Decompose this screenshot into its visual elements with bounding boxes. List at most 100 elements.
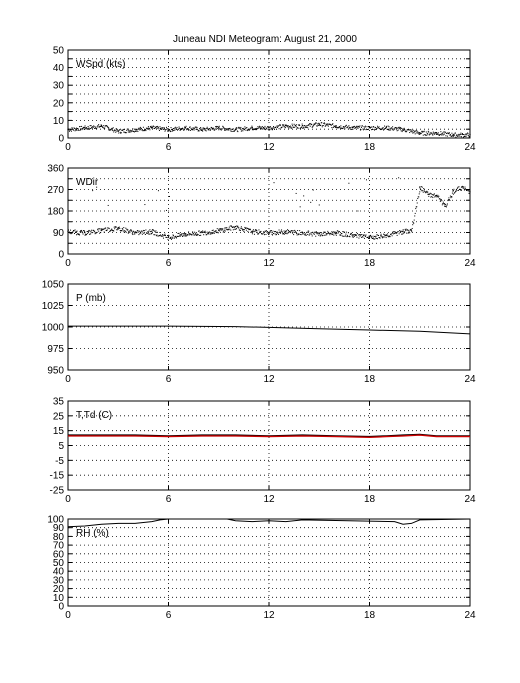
- wspd-data-point: [346, 126, 348, 128]
- wdir-data-point: [402, 233, 404, 235]
- wdir-data-point: [109, 231, 111, 233]
- wdir-data-point: [457, 189, 459, 191]
- wspd-data-point: [451, 135, 453, 137]
- wdir-data-point: [99, 232, 101, 234]
- wdir-data-point: [346, 234, 348, 236]
- wdir-data-marker: [184, 232, 186, 235]
- wdir-data-point: [68, 231, 70, 233]
- wdir-data-point: [428, 195, 430, 197]
- wdir-data-point: [96, 231, 98, 233]
- wspd-data-point: [285, 127, 287, 129]
- wspd-data-point: [256, 128, 258, 130]
- wdir-data-point: [354, 234, 356, 236]
- wdir-data-point: [135, 232, 137, 234]
- wspd-ytick-label: 40: [53, 63, 65, 74]
- wdir-data-point: [437, 196, 439, 198]
- wdir-data-point: [305, 233, 307, 235]
- wdir-data-point: [334, 231, 336, 233]
- wdir-data-point: [216, 228, 218, 230]
- wspd-data-point: [127, 128, 129, 130]
- wdir-data-point: [132, 230, 134, 232]
- rh-series-line-1: [67, 518, 471, 528]
- wdir-data-point: [206, 231, 208, 233]
- wdir-data-point: [421, 186, 423, 188]
- wdir-data-point: [344, 235, 346, 237]
- wspd-data-point: [278, 125, 280, 127]
- wdir-data-point: [205, 232, 207, 234]
- wspd-data-point: [449, 134, 451, 136]
- wdir-data-point: [331, 231, 333, 233]
- wdir-data-point: [161, 235, 163, 237]
- wdir-data-point: [239, 230, 241, 232]
- wspd-data-point: [292, 126, 294, 128]
- wspd-data-point: [116, 130, 118, 132]
- wspd-data-point: [340, 127, 342, 129]
- wspd-data-point: [275, 127, 277, 129]
- rh-ytick-label: 80: [53, 532, 65, 543]
- wspd-data-point: [200, 130, 202, 132]
- wspd-data-point: [111, 127, 113, 129]
- wdir-data-marker: [167, 236, 170, 238]
- wspd-data-point: [428, 134, 430, 136]
- wspd-data-point: [230, 130, 232, 132]
- wspd-data-point: [218, 129, 220, 131]
- wdir-data-point: [220, 229, 222, 231]
- wdir-data-point: [253, 231, 255, 233]
- wspd-data-point: [448, 132, 450, 134]
- wdir-data-point: [300, 233, 302, 235]
- wspd-data-point: [126, 128, 128, 130]
- wdir-data-point: [248, 229, 250, 231]
- wdir-data-point: [388, 236, 390, 238]
- wspd-data-point: [243, 128, 245, 130]
- wdir-data-point: [72, 231, 74, 233]
- wdir-data-point: [174, 236, 176, 238]
- wspd-data-point: [288, 127, 290, 129]
- wspd-data-point: [197, 129, 199, 131]
- wspd-data-point: [431, 132, 433, 134]
- wdir-data-point: [125, 227, 127, 229]
- wdir-data-point: [366, 236, 368, 238]
- wdir-data-point: [206, 234, 208, 236]
- wspd-data-point: [389, 128, 391, 130]
- wdir-data-point: [253, 233, 255, 235]
- wdir-data-point: [290, 232, 292, 234]
- wdir-data-point: [416, 202, 418, 204]
- wspd-data-point: [329, 123, 331, 125]
- wdir-data-point: [348, 182, 350, 184]
- wdir-data-point: [421, 190, 423, 192]
- wdir-data-point: [305, 234, 307, 236]
- wspd-data-point: [436, 133, 438, 135]
- wdir-ytick-label: 180: [47, 207, 64, 218]
- wdir-data-point: [143, 232, 145, 234]
- wspd-data-point: [448, 133, 450, 135]
- wdir-data-point: [225, 227, 227, 229]
- wspd-data-point: [173, 129, 175, 131]
- wdir-data-point: [304, 234, 306, 236]
- wdir-data-point: [214, 231, 216, 233]
- wdir-data-marker: [251, 230, 253, 233]
- wspd-data-point: [151, 125, 153, 127]
- wspd-data-point: [259, 126, 261, 128]
- wdir-data-point: [171, 238, 173, 240]
- temp-ytick-label: 15: [53, 426, 65, 437]
- wspd-data-point: [394, 127, 396, 129]
- wspd-data-point: [388, 129, 390, 131]
- wspd-data-point: [250, 127, 252, 129]
- wdir-data-point: [287, 229, 289, 231]
- wspd-data-point: [100, 124, 102, 126]
- wdir-data-point: [93, 229, 95, 231]
- wdir-data-point: [227, 229, 229, 231]
- wspd-data-point: [394, 128, 396, 130]
- wdir-data-point: [147, 231, 149, 233]
- wspd-data-point: [348, 126, 350, 128]
- wspd-data-point: [162, 128, 164, 130]
- wdir-data-point: [96, 186, 98, 188]
- wdir-data-point: [122, 228, 124, 230]
- wdir-data-point: [207, 233, 209, 235]
- wdir-data-point: [411, 227, 413, 229]
- wdir-data-point: [91, 229, 93, 231]
- wdir-data-point: [172, 237, 174, 239]
- wspd-data-point: [157, 127, 159, 129]
- wdir-data-point: [69, 232, 71, 234]
- wspd-data-point: [380, 129, 382, 131]
